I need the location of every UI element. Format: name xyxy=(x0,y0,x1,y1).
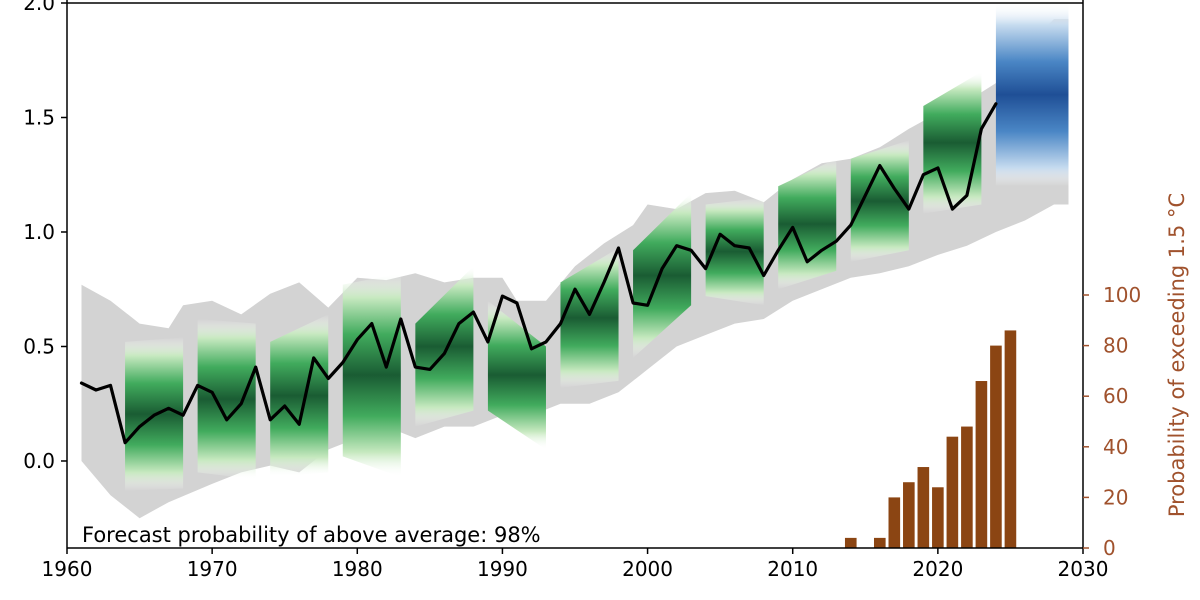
hindcast-band xyxy=(850,140,909,262)
axes: 1960 1970 1980 1990 2000 2010 2020 2030 0.0 0.5 1.… xyxy=(23,0,1141,581)
probability-bar xyxy=(888,497,901,548)
y-tick-label: 1.0 xyxy=(23,220,55,244)
x-tick-label: 2020 xyxy=(912,557,963,581)
probability-bar xyxy=(844,537,857,548)
hindcast-band xyxy=(197,319,256,480)
right-y-tick-label: 100 xyxy=(1103,283,1141,307)
hindcast-band xyxy=(487,300,546,450)
y-tick-label: 0.0 xyxy=(23,449,55,473)
forecast-band xyxy=(995,3,1069,187)
probability-bar xyxy=(946,436,959,548)
y-tick-label: 1.5 xyxy=(23,105,55,129)
x-tick-label: 2030 xyxy=(1058,557,1109,581)
y-tick-label: 2.0 xyxy=(23,0,55,15)
right-axis-label: Probability of exceeding 1.5 °C xyxy=(1165,193,1189,517)
probability-bar xyxy=(975,381,988,548)
probability-bar xyxy=(961,426,973,548)
right-y-tick-label: 80 xyxy=(1103,334,1128,358)
x-tick-label: 1960 xyxy=(42,557,93,581)
right-y-tick-label: 40 xyxy=(1103,435,1128,459)
hindcast-band xyxy=(705,197,764,306)
probability-bar xyxy=(990,345,1002,548)
hindcast-band xyxy=(342,273,401,478)
hindcast-band xyxy=(633,193,692,358)
probability-bar xyxy=(903,482,915,548)
right-y-tick-label: 60 xyxy=(1103,384,1128,408)
right-y-tick-label: 20 xyxy=(1103,485,1128,509)
x-tick-label: 2000 xyxy=(622,557,673,581)
hindcast-band xyxy=(415,266,474,427)
observed-line xyxy=(79,102,998,445)
probability-bar xyxy=(932,487,944,548)
x-tick-label: 2010 xyxy=(767,557,818,581)
probability-bar xyxy=(917,467,930,548)
x-tick-label: 1980 xyxy=(332,557,383,581)
hindcast-band xyxy=(778,158,837,290)
forecast-band-rect xyxy=(995,3,1069,187)
probability-bar xyxy=(873,537,886,548)
hindcast-bands xyxy=(125,71,982,491)
hindcast-band xyxy=(923,71,982,214)
observed-series-line xyxy=(79,102,998,445)
right-y-tick-label: 0 xyxy=(1103,536,1116,560)
forecast-annotation: Forecast probability of above average: 9… xyxy=(82,523,541,547)
x-tick-label: 1990 xyxy=(477,557,528,581)
probability-bar xyxy=(1004,330,1017,548)
hindcast-band xyxy=(270,314,329,478)
x-tick-label: 1970 xyxy=(187,557,238,581)
y-tick-label: 0.5 xyxy=(23,334,55,358)
probability-bars xyxy=(844,330,1017,548)
